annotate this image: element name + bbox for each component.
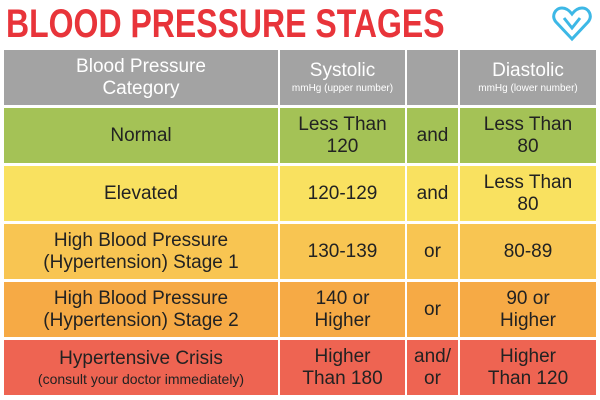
systolic-cell: 140 or Higher	[280, 282, 405, 337]
header-cell: Systolic mmHg (upper number)	[280, 50, 405, 105]
diastolic-cell: 90 or Higher	[460, 282, 596, 337]
connector-text: or	[424, 367, 441, 389]
connector-cell: and/or	[407, 340, 458, 395]
table-row: Normal Less Than 120 and Less Than 80	[4, 108, 596, 163]
systolic-text: Higher	[314, 309, 371, 331]
diastolic-text: 80	[517, 193, 539, 215]
diastolic-text: 80-89	[503, 240, 553, 262]
header-cell: Diastolic mmHg (lower number)	[460, 50, 596, 105]
category-text: (Hypertension) Stage 2	[43, 309, 239, 331]
header-cell	[407, 50, 458, 105]
diastolic-text: 90 or	[506, 287, 550, 309]
connector-cell: and	[407, 108, 458, 163]
header-unit: mmHg (upper number)	[291, 83, 394, 94]
systolic-cell: 130-139	[280, 224, 405, 279]
systolic-text: Less Than	[298, 113, 387, 135]
diastolic-text: Less Than	[483, 113, 573, 135]
connector-text: and/	[414, 345, 451, 367]
category-text: Hypertensive Crisis	[59, 347, 223, 369]
header-unit: mmHg (lower number)	[478, 83, 578, 94]
connector-text: or	[424, 298, 441, 320]
connector-cell: and	[407, 166, 458, 221]
systolic-cell: Less Than 120	[280, 108, 405, 163]
category-cell: Hypertensive Crisis (consult your doctor …	[4, 340, 278, 395]
connector-cell: or	[407, 224, 458, 279]
header-text: Blood Pressure	[76, 55, 206, 77]
connector-text: or	[424, 240, 441, 262]
header-text: Diastolic	[492, 60, 564, 81]
table-row: Hypertensive Crisis (consult your doctor …	[4, 340, 596, 395]
category-text: (consult your doctor immediately)	[37, 370, 245, 387]
header-row: Blood Pressure Category Systolic mmHg (u…	[4, 50, 596, 105]
diastolic-text: Higher	[500, 309, 556, 331]
systolic-cell: 120-129	[280, 166, 405, 221]
header-text: Category	[102, 77, 180, 99]
systolic-text: 120	[326, 135, 359, 157]
category-cell: High Blood Pressure (Hypertension) Stage …	[4, 282, 278, 337]
systolic-text: Than 180	[302, 367, 383, 389]
header-text: Systolic	[309, 60, 376, 81]
category-text: Elevated	[104, 182, 178, 204]
category-text: (Hypertension) Stage 1	[43, 251, 239, 273]
table-row: High Blood Pressure (Hypertension) Stage …	[4, 282, 596, 337]
category-text: High Blood Pressure	[53, 287, 229, 309]
title: BLOOD PRESSURE STAGES	[6, 2, 445, 46]
diastolic-text: 80	[517, 135, 539, 157]
diastolic-cell: 80-89	[460, 224, 596, 279]
logo	[552, 6, 592, 42]
systolic-text: 140 or	[315, 287, 370, 309]
connector-text: and	[416, 124, 449, 146]
diastolic-text: Less Than	[483, 171, 573, 193]
category-text: Normal	[110, 124, 172, 146]
systolic-text: 130-139	[307, 240, 378, 262]
diastolic-cell: Less Than 80	[460, 108, 596, 163]
diastolic-cell: Less Than 80	[460, 166, 596, 221]
diastolic-cell: Higher Than 120	[460, 340, 596, 395]
header-cell: Blood Pressure Category	[4, 50, 278, 105]
table: Blood Pressure Category Systolic mmHg (u…	[4, 50, 596, 398]
diastolic-text: Higher	[500, 345, 556, 367]
connector-cell: or	[407, 282, 458, 337]
systolic-text: 120-129	[307, 182, 378, 204]
category-cell: Elevated	[4, 166, 278, 221]
category-cell: Normal	[4, 108, 278, 163]
category-text: High Blood Pressure	[53, 229, 229, 251]
table-row: Elevated 120-129 and Less Than 80	[4, 166, 596, 221]
table-row: High Blood Pressure (Hypertension) Stage …	[4, 224, 596, 279]
systolic-text: Higher	[314, 345, 371, 367]
category-cell: High Blood Pressure (Hypertension) Stage …	[4, 224, 278, 279]
diastolic-text: Than 120	[487, 367, 569, 389]
systolic-cell: Higher Than 180	[280, 340, 405, 395]
connector-text: and	[416, 182, 449, 204]
